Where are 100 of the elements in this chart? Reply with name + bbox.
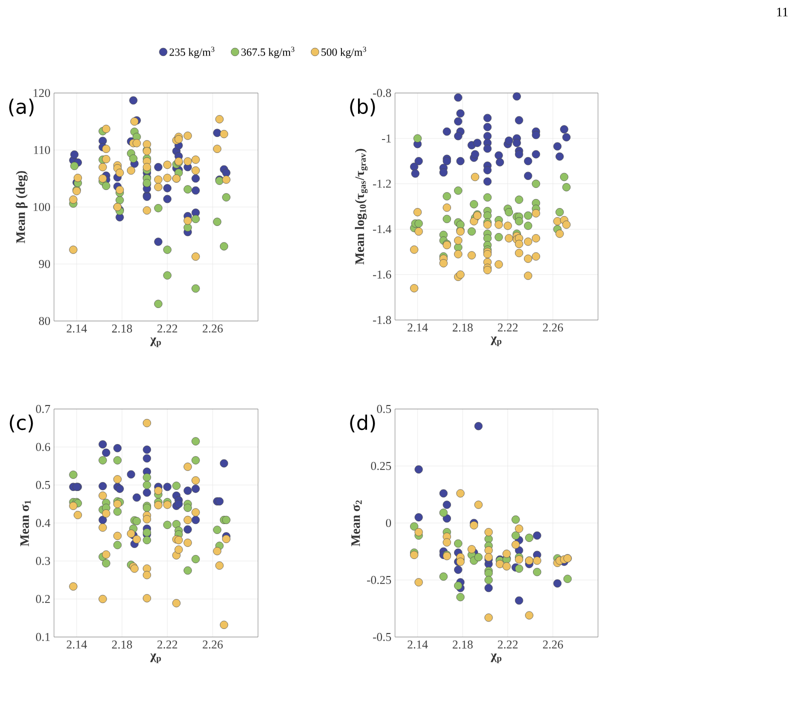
point [504,136,514,145]
point [184,223,192,232]
point [113,444,122,452]
point [553,142,562,150]
point [411,169,420,178]
point [102,182,110,190]
point [524,222,532,230]
point [213,144,222,153]
point [192,508,200,516]
point [98,523,107,532]
point [222,168,230,177]
point [102,155,110,164]
point [130,117,139,126]
point [556,152,564,161]
point [142,454,152,462]
point [470,200,478,208]
point [468,545,476,554]
point [524,172,532,180]
point [102,509,110,518]
x-tick-label: 2.26 [202,324,223,333]
point [524,211,532,220]
point [222,516,230,524]
point [142,570,152,580]
point [116,168,124,177]
point [414,578,423,586]
point [154,486,162,495]
point [154,204,162,212]
point [192,186,200,195]
x-tick-label: 2.18 [452,324,473,332]
point [484,614,493,622]
point [560,172,568,182]
point [414,219,423,228]
point [222,193,230,202]
point [129,154,138,163]
point [220,620,228,629]
point [142,536,152,544]
point [142,162,152,172]
point [560,125,568,134]
legend-label: 500 kg/m$^{3}$ [322,46,366,58]
y-tick-label: -1.6 [372,270,392,279]
x-tick-label: 2.22 [498,640,518,649]
point [454,93,462,102]
point [154,176,162,184]
point [484,546,493,554]
point [113,475,122,484]
y-tick-label: 100 [34,202,50,212]
point [532,252,540,261]
x-tick-label: 2.14 [408,324,428,332]
point [69,470,78,479]
point [69,246,78,254]
point [113,500,122,508]
point [562,183,571,192]
point [414,513,423,522]
point [113,456,122,464]
point [102,550,110,559]
point [98,174,107,183]
point [470,217,478,226]
y-tick-label: 90 [38,260,50,268]
point [163,160,172,169]
chart-title: (d) [350,414,375,432]
point [154,300,162,308]
point [514,555,524,564]
point [532,130,540,140]
point [172,482,180,490]
point [213,547,222,556]
point [514,217,524,226]
point [483,166,492,174]
y-tick-label: -1.8 [372,316,392,324]
point [532,209,540,218]
point [532,150,540,158]
y-tick-label: -1.4 [372,225,392,234]
y-tick-label: 0.5 [376,404,392,414]
x-axis-title: χ$_{p}$ [490,653,502,664]
point [142,480,152,490]
point [468,251,476,260]
x-tick-label: 2.26 [542,640,564,649]
y-tick-label: 80 [38,316,50,326]
point [442,514,451,523]
point [154,182,162,192]
point [172,599,180,608]
point [142,446,152,454]
point [213,526,222,534]
point [113,532,122,540]
point [496,158,504,166]
point [454,186,462,195]
point [132,139,141,148]
point [439,489,448,498]
point [525,611,534,620]
y-tick-label: 0.3 [36,556,50,566]
point [514,248,524,258]
point [442,214,451,224]
point [102,124,110,134]
point [98,594,107,604]
point [470,172,480,182]
point [192,214,200,224]
point [525,534,534,542]
y-axis-title: Mean σ$_{2}$ [351,500,362,546]
point [470,521,478,530]
point [74,174,82,182]
point [414,227,423,236]
